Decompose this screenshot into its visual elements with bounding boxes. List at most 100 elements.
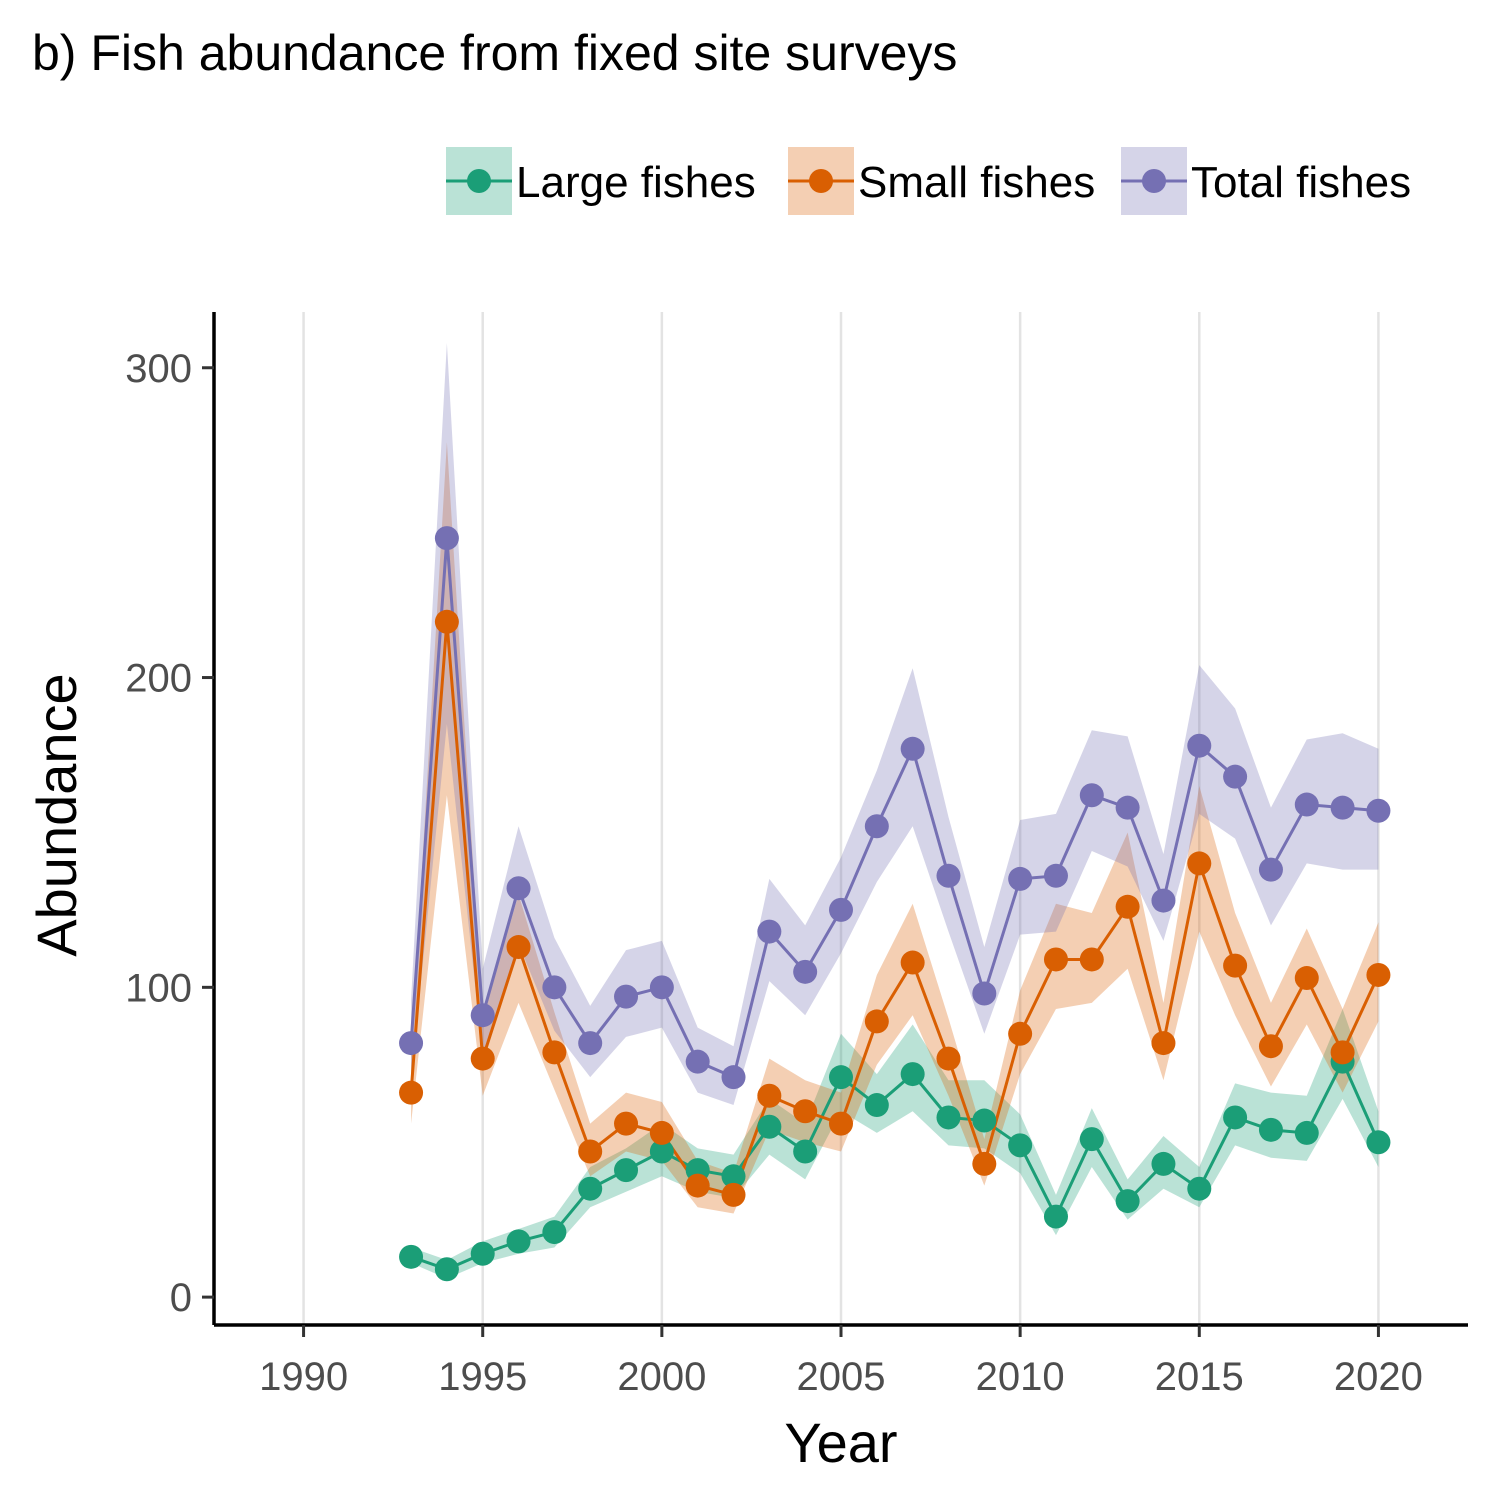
point-series-2-1994 [434,526,459,551]
point-series-2-2007 [900,736,925,761]
legend-key-point-0 [467,169,491,193]
point-series-2-2019 [1330,795,1355,820]
point-series-1-1998 [578,1139,603,1164]
point-series-1-1994 [434,609,459,634]
point-series-1-2020 [1366,962,1391,987]
point-series-2-1996 [506,876,531,901]
point-series-2-2001 [685,1049,710,1074]
point-series-2-1995 [470,1003,495,1028]
point-series-0-2006 [864,1093,889,1118]
point-series-1-2017 [1258,1034,1283,1059]
point-series-1-2004 [793,1099,818,1124]
point-series-1-2018 [1294,966,1319,991]
point-series-2-2009 [972,981,997,1006]
point-series-0-2009 [972,1108,997,1133]
point-series-2-2011 [1043,863,1068,888]
confidence-bands [411,342,1379,1279]
point-series-2-2012 [1079,783,1104,808]
point-series-2-2004 [793,959,818,984]
x-tick-label-1990: 1990 [259,1355,348,1399]
point-series-1-2019 [1330,1040,1355,1065]
point-series-1-2003 [757,1083,782,1108]
series-points [399,526,1391,1282]
x-tick-label-2015: 2015 [1155,1355,1244,1399]
point-series-1-1997 [542,1040,567,1065]
point-series-2-2018 [1294,792,1319,817]
x-tick-label-2000: 2000 [617,1355,706,1399]
band-series-2 [411,342,1379,1106]
point-series-2-2020 [1366,798,1391,823]
point-series-0-2005 [829,1065,853,1090]
point-series-2-2016 [1223,764,1248,789]
band-series-0 [411,1009,1379,1279]
point-series-2-2013 [1115,795,1140,820]
point-series-2-2005 [829,897,853,922]
point-series-2-1993 [399,1031,424,1056]
point-series-1-2000 [649,1120,674,1145]
point-series-0-2008 [936,1105,961,1130]
y-axis-title: Abundance [25,673,88,956]
grid-lines [302,312,1380,1325]
point-series-1-2009 [972,1151,997,1176]
legend-key-point-2 [1142,169,1166,193]
point-series-2-2015 [1187,733,1212,758]
point-series-0-2016 [1223,1105,1248,1130]
y-tick-label-100: 100 [125,966,192,1010]
point-series-2-2010 [1008,866,1033,891]
x-axis-title: Year [784,1411,897,1474]
legend-label-2: Total fishes [1191,158,1411,207]
point-series-1-2015 [1187,851,1212,876]
point-series-0-1998 [578,1176,603,1201]
point-series-1-1995 [470,1046,495,1071]
point-series-0-1999 [614,1158,639,1183]
x-tick-label-2010: 2010 [976,1355,1065,1399]
point-series-1-2012 [1079,947,1104,972]
point-series-0-1997 [542,1220,567,1245]
point-series-1-2013 [1115,894,1140,919]
line-series-1 [409,621,1380,1197]
point-series-2-1999 [614,984,639,1009]
point-series-1-2010 [1008,1021,1033,1046]
line-series-0 [410,1058,1380,1271]
legend-key-point-1 [809,169,833,193]
axes: 0 100 200 300 1990 1995 2000 2005 2010 2015 2020 [125,312,1468,1399]
point-series-2-1998 [578,1031,603,1056]
point-series-1-2016 [1223,953,1248,978]
point-series-0-2015 [1187,1176,1212,1201]
point-series-1-2011 [1043,947,1068,972]
point-series-0-2003 [757,1114,782,1139]
line-series-2 [409,538,1379,1080]
series-lines [409,538,1380,1271]
legend: Large fishes Small fishes Total fishes [446,147,1411,215]
y-tick-label-0: 0 [170,1276,192,1320]
point-series-2-2017 [1258,857,1283,882]
point-series-2-2006 [864,814,889,839]
point-series-0-1995 [470,1241,495,1266]
point-series-1-1993 [399,1080,424,1105]
point-series-0-2010 [1008,1133,1033,1158]
point-series-0-2018 [1294,1120,1319,1145]
point-series-1-2001 [685,1173,710,1198]
legend-label-0: Large fishes [516,158,756,207]
point-series-1-2007 [900,950,925,975]
point-series-0-2011 [1043,1204,1068,1229]
point-series-2-2003 [757,919,782,944]
point-series-0-1994 [434,1257,459,1282]
x-tick-label-1995: 1995 [438,1355,527,1399]
point-series-2-2002 [721,1065,746,1090]
point-series-2-2008 [936,863,961,888]
point-series-0-2013 [1115,1189,1140,1214]
point-series-1-2005 [829,1111,853,1136]
point-series-0-1996 [506,1229,531,1254]
point-series-1-1996 [506,935,531,960]
point-series-1-2006 [864,1009,889,1034]
y-tick-label-300: 300 [125,347,192,391]
x-tick-label-2005: 2005 [797,1355,886,1399]
point-series-0-2012 [1079,1127,1104,1152]
point-series-0-2000 [649,1139,674,1164]
point-series-0-1993 [399,1244,424,1269]
point-series-2-2000 [649,975,674,1000]
point-series-1-2008 [936,1046,961,1071]
point-series-2-1997 [542,975,567,1000]
